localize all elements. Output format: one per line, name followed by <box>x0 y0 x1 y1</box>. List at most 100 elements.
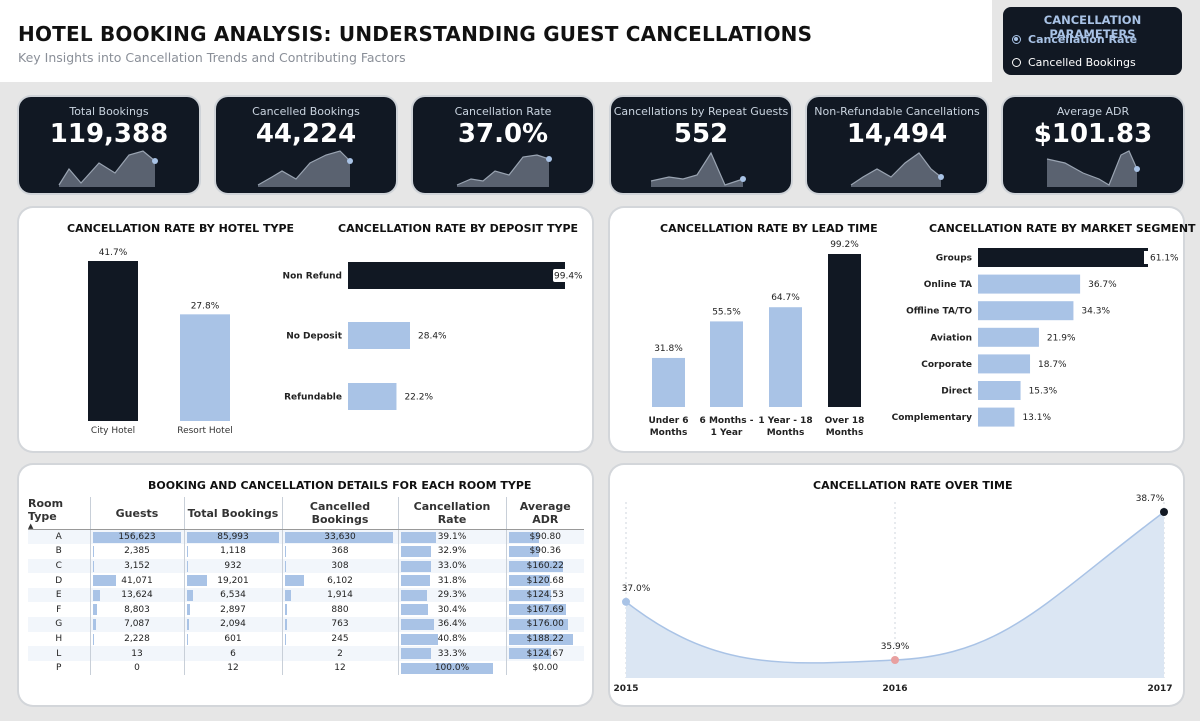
category-label: Months <box>650 428 688 438</box>
sparkline-area <box>258 151 350 187</box>
cell-total: 601 <box>183 631 282 647</box>
cell-rate: 40.8% <box>397 631 506 647</box>
cell-text: 763 <box>331 619 349 630</box>
x-tick-label: 2015 <box>613 684 638 694</box>
cell-rate: 30.4% <box>397 602 506 618</box>
chart-over-time: 37.0% 2015 35.9% 2016 38.7% 2017 <box>613 494 1172 694</box>
sparkline-end-dot <box>546 156 552 162</box>
kpi-sparkline <box>650 151 746 187</box>
cell-text: 33.0% <box>437 560 467 571</box>
col-total-bookings[interactable]: Total Bookings <box>183 497 282 530</box>
kpi-value: 37.0% <box>457 119 549 149</box>
data-label: 34.3% <box>1081 307 1110 317</box>
data-label: 28.4% <box>418 332 447 342</box>
data-label: 99.2% <box>830 240 859 250</box>
cell-text: 2,094 <box>220 619 246 630</box>
cell-text: $167.69 <box>526 604 564 615</box>
data-bar <box>186 619 189 631</box>
cell-total: 6,534 <box>183 587 282 603</box>
data-bar <box>186 575 208 587</box>
table-row[interactable]: A 156,623 85,993 33,630 39.1% $90.80 <box>28 529 584 545</box>
radio-label: Cancelled Bookings <box>1028 56 1136 69</box>
radio-unselected-icon <box>1012 58 1021 67</box>
col-room-type[interactable]: Room Type ▲ <box>28 497 90 530</box>
sparkline-area <box>1047 151 1137 187</box>
kpi-label: Cancellation Rate <box>454 105 552 118</box>
bar-complementary <box>978 407 1015 427</box>
chart-lead-time: 31.8% Under 6 Months 55.5% 6 Months - 1 Year 6… <box>648 240 864 438</box>
bar-offline-ta-to <box>978 301 1074 321</box>
col-cancelled-bookings[interactable]: Cancelled Bookings <box>281 497 398 530</box>
sort-ascending-icon[interactable]: ▲ <box>28 522 34 530</box>
category-label: Groups <box>936 254 972 264</box>
sparkline-line <box>1046 150 1138 186</box>
cell-text: 100.0% <box>434 663 470 674</box>
bar-aviation <box>978 327 1039 347</box>
cell-total: 85,993 <box>183 529 282 545</box>
cell-text: 601 <box>224 633 242 644</box>
col-guests[interactable]: Guests <box>89 497 184 530</box>
col-cancellation-rate[interactable]: Cancellation Rate <box>397 497 506 530</box>
data-label: 61.1% <box>1150 254 1179 264</box>
table-row[interactable]: G 7,087 2,094 763 36.4% $176.00 <box>28 617 584 632</box>
category-label: 1 Year - 18 <box>758 416 812 426</box>
cell-rate: 29.3% <box>397 587 506 603</box>
data-bar <box>186 633 188 645</box>
table-title: BOOKING AND CANCELLATION DETAILS FOR EAC… <box>148 479 532 492</box>
cell-cancelled: 763 <box>281 617 398 632</box>
data-bar <box>92 546 94 558</box>
cell-text: 30.4% <box>437 604 467 615</box>
cell-guests: 0 <box>89 660 184 676</box>
kpi-value: $101.83 <box>1033 119 1153 149</box>
data-bar <box>284 589 291 601</box>
category-label: Non Refund <box>283 272 342 282</box>
data-label: 99.4% <box>554 272 583 282</box>
cell-text: 0 <box>134 663 140 674</box>
bar-resort-hotel <box>180 314 230 421</box>
cell-rate: 33.0% <box>397 558 506 574</box>
cell-guests: 8,803 <box>89 602 184 618</box>
radio-cancellation-rate[interactable]: Cancellation Rate <box>1012 33 1177 46</box>
cell-adr: $0.00 <box>505 660 584 676</box>
cell-adr: $120.68 <box>505 573 584 588</box>
cell-guests: 13,624 <box>89 587 184 603</box>
cell-text: 13,624 <box>121 590 153 601</box>
cell-text: 41,071 <box>121 575 153 586</box>
data-bar <box>508 604 566 616</box>
data-bar <box>284 575 305 587</box>
cell-text: 245 <box>331 633 349 644</box>
kpi-label: Total Bookings <box>69 105 149 118</box>
cell-rate: 100.0% <box>397 660 506 676</box>
table-row[interactable]: E 13,624 6,534 1,914 29.3% $124.53 <box>28 587 584 603</box>
cell-room-type: B <box>55 546 62 557</box>
sparkline-area <box>851 153 941 187</box>
table-row[interactable]: L 13 6 2 33.3% $124.67 <box>28 646 584 661</box>
data-label: 21.9% <box>1047 333 1076 343</box>
category-label: Refundable <box>284 393 342 403</box>
chart-title-lead-time: CANCELLATION RATE BY LEAD TIME <box>660 222 878 235</box>
table-row[interactable]: C 3,152 932 308 33.0% $160.22 <box>28 558 584 574</box>
cell-text: 8,803 <box>124 604 150 615</box>
table-row[interactable]: D 41,071 19,201 6,102 31.8% $120.68 <box>28 573 584 588</box>
cell-adr: $90.36 <box>505 544 584 559</box>
table-row[interactable]: F 8,803 2,897 880 30.4% $167.69 <box>28 602 584 618</box>
table-row[interactable]: P 0 12 12 100.0% $0.00 <box>28 660 584 676</box>
cell-room-type: E <box>28 587 90 603</box>
bar-non-refund <box>348 262 565 289</box>
table-row[interactable]: H 2,228 601 245 40.8% $188.22 <box>28 631 584 647</box>
kpi-sparkline <box>58 150 158 187</box>
data-label: 38.7% <box>1136 494 1165 504</box>
category-label: Online TA <box>924 280 972 290</box>
cell-total: 2,897 <box>183 602 282 618</box>
cell-cancelled: 245 <box>281 631 398 647</box>
cell-total: 12 <box>183 660 282 676</box>
cell-text: 368 <box>331 546 349 557</box>
table-row[interactable]: B 2,385 1,118 368 32.9% $90.36 <box>28 544 584 559</box>
data-bar <box>400 633 439 645</box>
data-bar <box>400 619 434 631</box>
cell-text: 29.3% <box>437 590 467 601</box>
col-average-adr[interactable]: Average ADR <box>505 497 584 530</box>
cell-total: 1,118 <box>183 544 282 559</box>
cell-rate: 33.3% <box>397 646 506 661</box>
radio-cancelled-bookings[interactable]: Cancelled Bookings <box>1012 56 1177 69</box>
